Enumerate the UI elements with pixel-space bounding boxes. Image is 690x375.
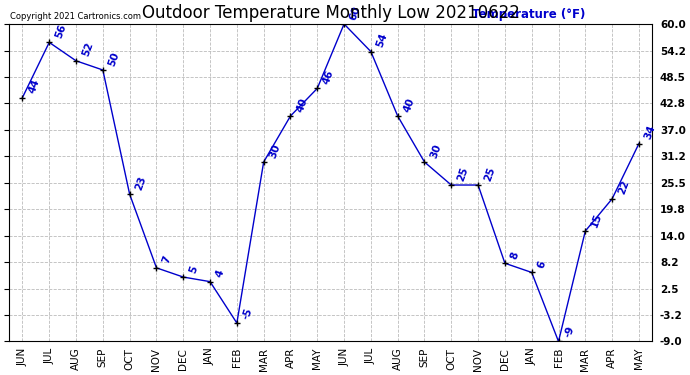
Text: 8: 8: [509, 250, 521, 261]
Text: Temperature (°F): Temperature (°F): [472, 8, 586, 21]
Text: 4: 4: [214, 268, 226, 279]
Text: 34: 34: [643, 124, 658, 141]
Text: Copyright 2021 Cartronics.com: Copyright 2021 Cartronics.com: [10, 12, 141, 21]
Text: 46: 46: [322, 69, 336, 86]
Text: 60: 60: [348, 4, 363, 21]
Text: 6: 6: [536, 260, 548, 270]
Title: Outdoor Temperature Monthly Low 20210622: Outdoor Temperature Monthly Low 20210622: [141, 4, 520, 22]
Text: -5: -5: [241, 306, 255, 320]
Text: 52: 52: [80, 41, 95, 58]
Text: 25: 25: [482, 165, 497, 182]
Text: -9: -9: [562, 325, 576, 339]
Text: 7: 7: [161, 255, 172, 265]
Text: 56: 56: [53, 22, 68, 40]
Text: 40: 40: [402, 96, 416, 113]
Text: 30: 30: [268, 142, 282, 159]
Text: 30: 30: [428, 142, 443, 159]
Text: 15: 15: [589, 211, 604, 228]
Text: 25: 25: [455, 165, 470, 182]
Text: 54: 54: [375, 32, 389, 49]
Text: 44: 44: [27, 78, 41, 95]
Text: 50: 50: [107, 50, 121, 67]
Text: 22: 22: [616, 179, 631, 196]
Text: 40: 40: [295, 96, 309, 113]
Text: 23: 23: [134, 174, 148, 192]
Text: 5: 5: [188, 264, 199, 274]
